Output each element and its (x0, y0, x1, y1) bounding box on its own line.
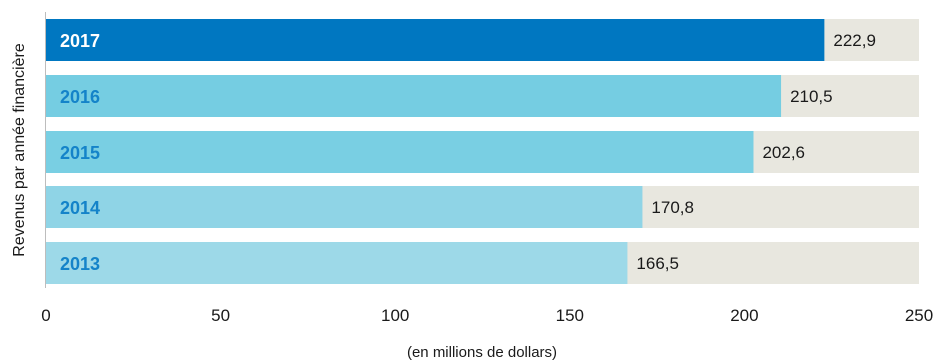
value-label: 210,5 (790, 87, 833, 106)
value-label: 202,6 (762, 143, 805, 162)
x-tick-label: 200 (730, 306, 758, 325)
category-label: 2016 (60, 87, 100, 107)
bar-row: 2013 166,5 (46, 242, 919, 284)
category-label: 2015 (60, 143, 100, 163)
value-label: 166,5 (636, 254, 679, 273)
category-label: 2014 (60, 198, 100, 218)
category-label: 2017 (60, 31, 100, 51)
bar (46, 131, 754, 173)
bar (46, 242, 628, 284)
bar-row: 2017 222,9 (46, 19, 919, 61)
category-label: 2013 (60, 254, 100, 274)
bar (46, 75, 782, 117)
y-axis-title: Revenus par année financière (11, 43, 28, 257)
value-label: 170,8 (651, 198, 694, 217)
bar-row: 2014 170,8 (46, 186, 919, 228)
bar (46, 19, 825, 61)
value-label: 222,9 (833, 31, 876, 50)
x-tick-label: 100 (381, 306, 409, 325)
x-axis-ticks: 0 50 100 150 200 250 (41, 306, 933, 325)
x-tick-label: 250 (905, 306, 933, 325)
bar-row: 2016 210,5 (46, 75, 919, 117)
x-tick-label: 0 (41, 306, 50, 325)
bar-row: 2015 202,6 (46, 131, 919, 173)
x-tick-label: 50 (211, 306, 230, 325)
bars-layer: 2017 222,9 2016 210,5 2015 202,6 2014 170,8 2013… (46, 19, 919, 284)
bar (46, 186, 643, 228)
x-tick-label: 150 (556, 306, 584, 325)
x-axis-title: (en millions de dollars) (407, 344, 557, 361)
